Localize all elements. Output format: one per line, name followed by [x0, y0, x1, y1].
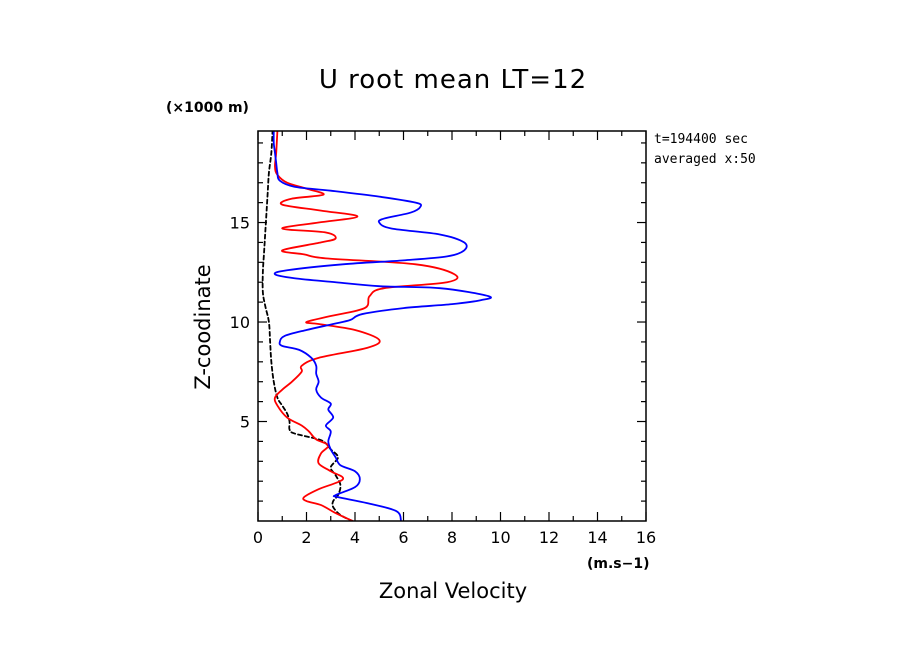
annotation-time: t=194400 sec	[654, 132, 748, 147]
series-line-0	[261, 131, 354, 521]
y-tick-label: 5	[240, 413, 250, 432]
annotation-averaged: averaged x:50	[654, 152, 756, 167]
x-tick-label: 2	[301, 528, 311, 547]
x-tick-label: 10	[490, 528, 510, 547]
x-tick-label: 16	[636, 528, 656, 547]
axis-layer: 0 2 4 6 8 10 12 14 16 5 10 15	[230, 130, 656, 547]
x-tick-label: 0	[253, 528, 263, 547]
x-tick-label: 6	[398, 528, 408, 547]
x-axis-label: Zonal Velocity	[379, 579, 527, 603]
x-axis-unit: (m.s−1)	[587, 556, 650, 572]
chart-title: U root mean LT=12	[319, 65, 587, 95]
y-axis-label: Z-coodinate	[191, 264, 215, 389]
y-axis-unit: (×1000 m)	[166, 100, 249, 116]
y-tick-label: 10	[230, 313, 250, 332]
x-tick-label: 4	[350, 528, 360, 547]
x-tick-label: 8	[447, 528, 457, 547]
x-tick-label: 14	[587, 528, 607, 547]
y-tick-label: 15	[230, 214, 250, 233]
series-layer	[261, 131, 492, 521]
series-line-1	[273, 131, 459, 521]
series-line-2	[272, 131, 492, 521]
x-tick-label: 12	[539, 528, 559, 547]
